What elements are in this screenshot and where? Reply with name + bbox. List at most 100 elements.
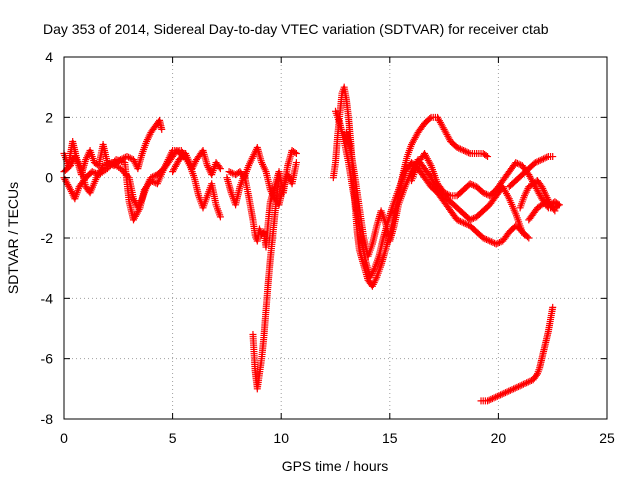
y-tick-label: 2 <box>45 109 53 125</box>
data-point <box>484 236 492 244</box>
axis-ticks: 0 5 10 15 20 25 -8 -6 -4 -2 0 2 4 <box>41 49 615 446</box>
data-point <box>484 397 492 405</box>
data-point <box>292 150 300 158</box>
data-point <box>469 181 477 189</box>
data-point <box>521 380 529 388</box>
data-point <box>539 155 547 163</box>
data-point <box>481 190 489 198</box>
chart-title: Day 353 of 2014, Sidereal Day-to-day VTE… <box>43 21 549 37</box>
series-track-7 <box>249 174 283 393</box>
data-point <box>532 371 540 379</box>
data-point <box>489 239 497 247</box>
y-tick-label: -8 <box>41 411 54 427</box>
x-tick-label: 25 <box>599 430 615 446</box>
data-point <box>487 238 495 246</box>
data-point <box>481 235 489 243</box>
data-point <box>227 168 235 176</box>
data-point <box>291 149 299 157</box>
data-point <box>482 236 490 244</box>
data-point <box>126 154 134 162</box>
y-axis-label: SDTVAR / TECUs <box>5 182 21 294</box>
series-track-4 <box>169 147 224 179</box>
data-point <box>215 163 223 171</box>
data-point <box>549 303 557 311</box>
data-point <box>468 215 476 223</box>
data-point <box>453 144 461 151</box>
data-point <box>493 392 501 400</box>
data-point <box>535 157 543 165</box>
data-point <box>526 377 534 385</box>
data-point <box>490 394 498 402</box>
data-point <box>549 153 557 161</box>
data-point <box>135 206 143 214</box>
data-point <box>479 234 487 242</box>
data-point <box>525 234 533 242</box>
data-point <box>488 395 496 403</box>
y-tick-label: 4 <box>45 49 53 65</box>
data-point <box>468 180 476 188</box>
x-tick-label: 15 <box>382 430 398 446</box>
data-point <box>455 217 463 225</box>
data-point <box>514 383 522 391</box>
data-point <box>76 163 84 171</box>
data-point <box>516 382 524 390</box>
data-point <box>147 177 155 185</box>
series-track-15 <box>477 303 557 405</box>
x-tick-label: 5 <box>169 430 177 446</box>
data-point <box>551 207 559 215</box>
data-point <box>465 149 473 157</box>
data-marks <box>60 83 563 405</box>
data-point <box>533 158 541 166</box>
data-point <box>495 239 503 247</box>
data-point <box>484 153 492 161</box>
data-point <box>440 189 448 197</box>
data-point <box>504 193 512 201</box>
data-point <box>125 153 133 161</box>
series-track-14 <box>525 198 563 224</box>
data-point <box>541 154 549 162</box>
series-track-1 <box>60 116 166 179</box>
data-point <box>445 191 453 199</box>
data-point <box>426 115 434 123</box>
data-point <box>158 125 166 133</box>
data-point <box>460 147 468 155</box>
data-point <box>523 379 531 387</box>
data-point <box>554 200 562 208</box>
data-point <box>497 391 505 399</box>
data-point <box>495 392 503 400</box>
data-point <box>555 201 563 209</box>
data-point <box>538 156 546 164</box>
x-tick-label: 20 <box>491 430 507 446</box>
data-point <box>466 180 474 188</box>
data-point <box>543 153 551 161</box>
data-point <box>524 378 532 386</box>
data-point <box>150 172 158 180</box>
data-point <box>519 380 527 388</box>
data-point <box>531 159 539 167</box>
data-point <box>513 159 521 167</box>
x-axis-label: GPS time / hours <box>282 458 389 474</box>
data-point <box>66 184 74 192</box>
data-point <box>442 190 450 198</box>
data-point <box>90 168 98 176</box>
y-tick-label: -6 <box>41 351 54 367</box>
data-point <box>463 220 471 228</box>
data-point <box>216 165 224 173</box>
data-point <box>487 395 495 403</box>
data-point <box>498 390 506 398</box>
data-point <box>216 213 224 221</box>
data-point <box>225 168 233 176</box>
data-point <box>500 389 508 397</box>
data-point <box>463 148 471 156</box>
data-point <box>123 153 131 161</box>
data-point <box>485 396 493 404</box>
series-track-3 <box>60 147 224 224</box>
data-point <box>458 146 466 154</box>
data-point <box>469 214 477 222</box>
data-point <box>479 189 487 197</box>
data-point <box>275 174 283 182</box>
data-point <box>458 218 466 226</box>
series-track-12 <box>505 153 557 191</box>
data-point <box>508 386 516 394</box>
